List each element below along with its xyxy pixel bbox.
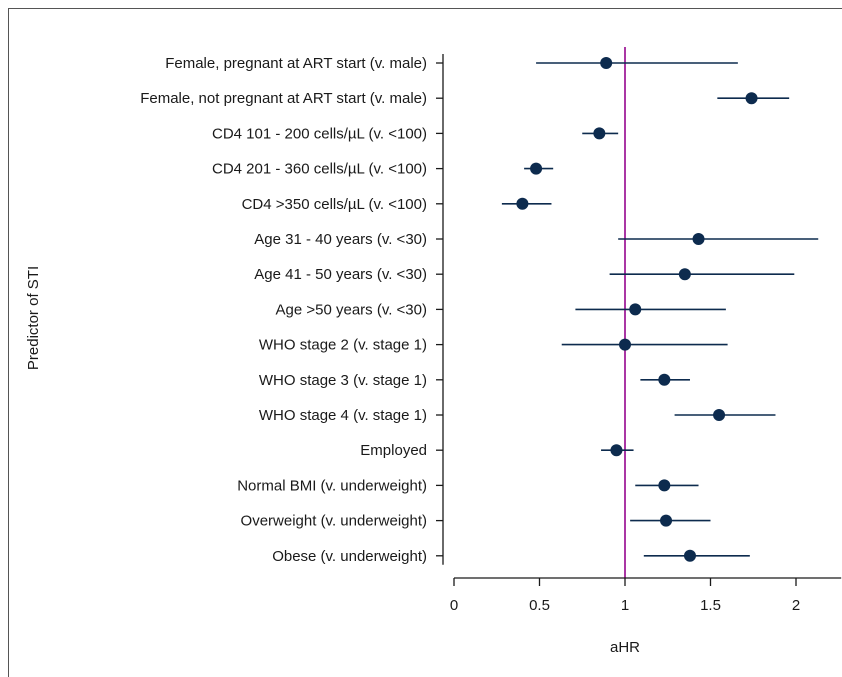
x-tick-label: 0.5 [529,597,550,614]
ahr-point [600,57,613,69]
x-axis: 0 0.5 1 1.5 2 [450,577,842,614]
row-label: WHO stage 2 (v. stage 1) [259,337,427,354]
row-label: Age 31 - 40 years (v. <30) [254,231,427,248]
row-label: CD4 >350 cells/µL (v. <100) [242,196,427,213]
ahr-point [619,338,631,351]
row-label: Female, not pregnant at ART start (v. ma… [140,90,427,107]
x-tick-label: 2 [792,597,800,614]
ahr-point [658,479,671,492]
ahr-point [516,197,529,210]
ahr-point [530,162,543,175]
ahr-point [660,514,673,527]
row-label: Age >50 years (v. <30) [276,301,427,318]
ahr-point [610,444,623,457]
rows-layer: Female, pregnant at ART start (v. male) F… [140,54,444,565]
row-label: Employed [360,442,427,459]
row-label: Normal BMI (v. underweight) [237,477,427,494]
ahr-point [593,127,606,140]
ahr-point [692,233,705,245]
points-layer [501,57,819,562]
row-label: CD4 101 - 200 cells/µL (v. <100) [212,125,427,142]
ahr-point [713,409,726,421]
x-tick-label: 1 [621,597,629,614]
ahr-point [629,303,642,316]
ahr-point [658,373,671,386]
row-label: Overweight (v. underweight) [241,513,427,530]
ahr-point [745,92,758,105]
y-axis-title: Predictor of STI [25,266,42,370]
x-tick-label: 1.5 [700,597,721,614]
row-label: WHO stage 4 (v. stage 1) [259,407,427,424]
ahr-point [683,549,696,562]
x-axis-title: aHR [610,639,640,656]
row-label: Obese (v. underweight) [272,548,427,565]
figure-frame [8,8,842,677]
ahr-point [678,268,691,281]
x-tick-label: 0 [450,597,458,614]
row-label: Age 41 - 50 years (v. <30) [254,266,427,283]
row-label: Female, pregnant at ART start (v. male) [165,55,427,72]
row-label: WHO stage 3 (v. stage 1) [259,372,427,389]
row-label: CD4 201 - 360 cells/µL (v. <100) [212,161,427,178]
